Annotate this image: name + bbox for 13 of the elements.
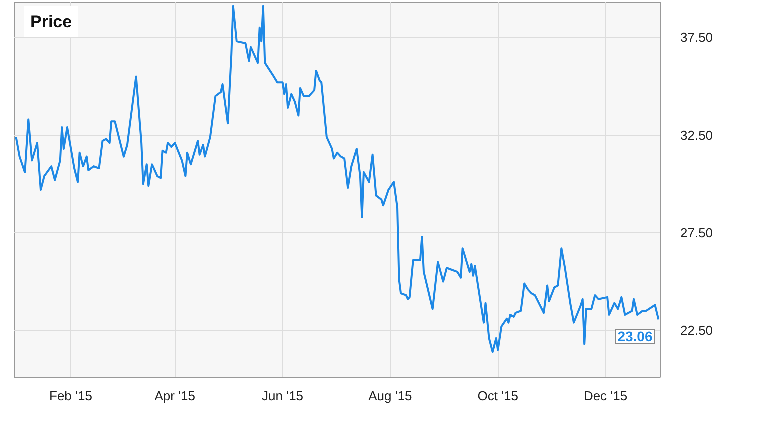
x-tick-label: Dec '15 [584, 388, 628, 404]
line-series [15, 5, 660, 354]
y-tick-label: 37.50 [680, 30, 714, 46]
text: Price [30, 12, 72, 32]
x-tick-label: Jun '15 [262, 388, 304, 404]
y-tick-label: 22.50 [680, 323, 714, 338]
annotation: 23.06 [618, 328, 653, 345]
x-tick-label: Feb '15 [50, 388, 92, 404]
x-tick-label: Aug '15 [368, 388, 412, 404]
y-tick-label: 32.50 [680, 128, 714, 143]
y-tick-label: 27.50 [680, 225, 714, 240]
x-tick-label: Oct '15 [478, 388, 519, 404]
x-tick-label: Apr '15 [154, 388, 196, 404]
